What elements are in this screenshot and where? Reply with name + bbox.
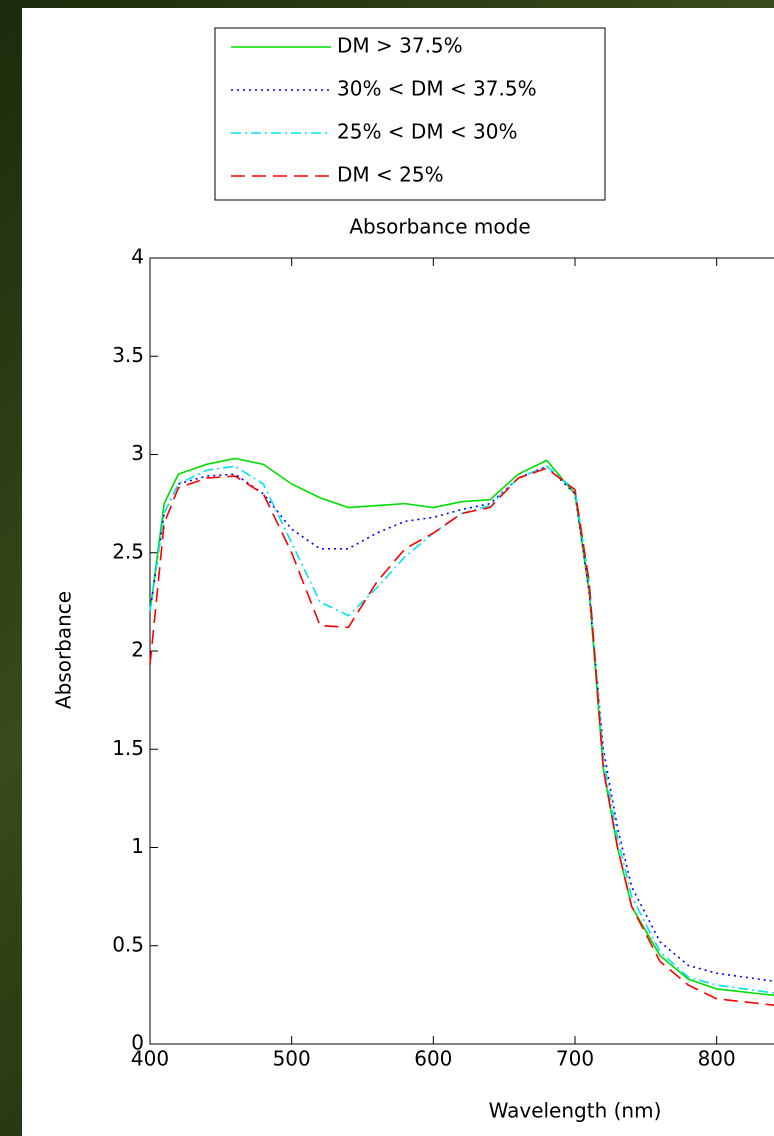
data-line — [149, 465, 774, 994]
x-tick-label: 700 — [556, 1047, 594, 1071]
legend-box — [214, 27, 606, 201]
x-axis-label: Wavelength (nm) — [489, 1099, 662, 1123]
legend-label: DM < 25% — [337, 163, 444, 187]
legend-label: 25% < DM < 30% — [337, 120, 518, 144]
x-tick-label: 400 — [131, 1047, 169, 1071]
legend-label: 30% < DM < 37.5% — [337, 77, 537, 101]
x-tick-label: 500 — [273, 1047, 311, 1071]
y-tick-label: 4 — [131, 245, 144, 269]
y-tick-label: 1 — [131, 834, 144, 858]
x-tick-label: 600 — [414, 1047, 452, 1071]
y-tick-label: 3.5 — [112, 343, 144, 367]
y-tick-label: 2 — [131, 638, 144, 662]
y-tick-label: 0 — [131, 1031, 144, 1055]
chart: Absorbance mode Wavelength (nm) Absorban… — [22, 8, 774, 1136]
plot-area — [149, 257, 774, 1045]
y-axis-label: Absorbance — [52, 591, 76, 709]
y-tick-label: 0.5 — [112, 932, 144, 956]
y-tick-label: 3 — [131, 441, 144, 465]
x-tick-label: 800 — [698, 1047, 736, 1071]
chart-title: Absorbance mode — [349, 215, 530, 239]
y-tick-label: 1.5 — [112, 736, 144, 760]
legend-label: DM > 37.5% — [337, 34, 463, 58]
data-line — [149, 457, 774, 997]
y-tick-label: 2.5 — [112, 539, 144, 563]
